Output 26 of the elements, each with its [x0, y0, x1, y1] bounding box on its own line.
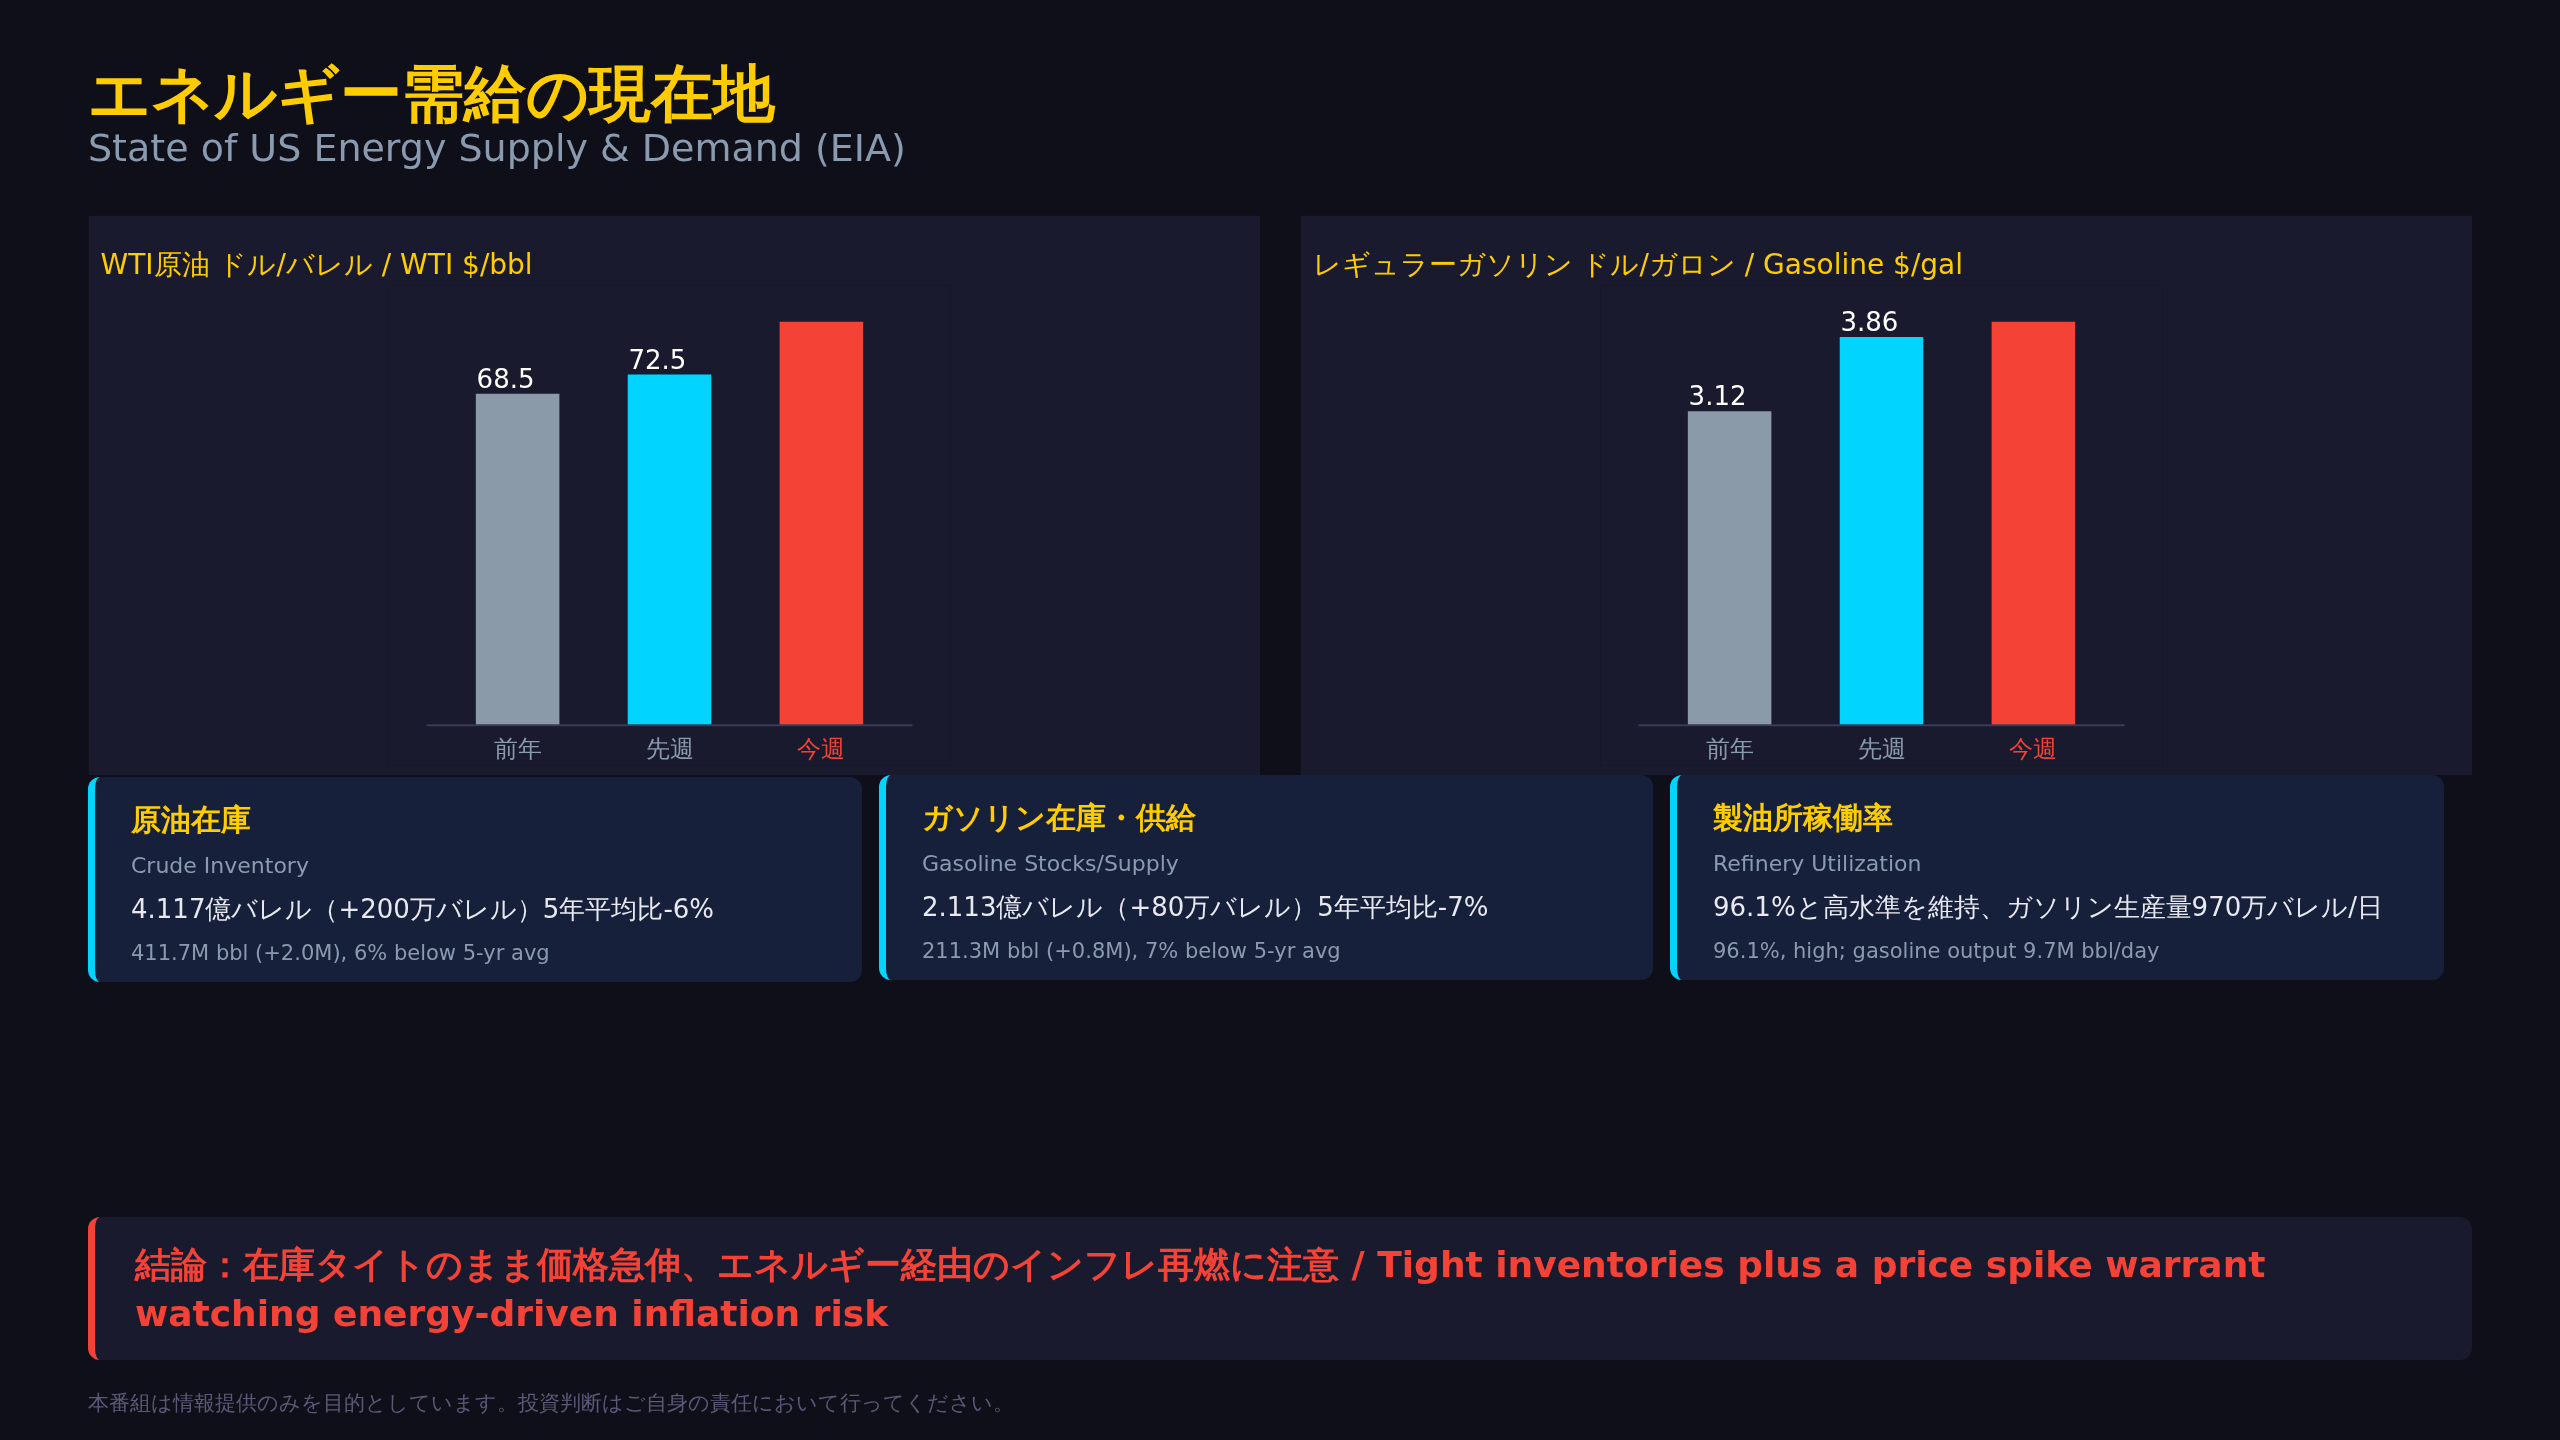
x-tick-label: 今週	[2009, 735, 2058, 764]
data-label: 72.5	[628, 344, 687, 375]
text: Refinery Utilization	[1713, 849, 1923, 878]
text: 2.113億バレル（+80万バレル）5年平均比-7%	[922, 891, 1489, 925]
text: ガソリン在庫・供給	[922, 799, 1197, 837]
x-tick-label: 先週	[1857, 735, 1906, 764]
x-tick-label: 今週	[797, 735, 846, 764]
x-tick-label: 前年	[1705, 735, 1754, 764]
text: 96.1%と高水準を維持、ガソリン生産量970万バレル/日	[1713, 891, 2383, 925]
text: 211.3M bbl (+0.8M), 7% below 5-yr avg	[922, 938, 1342, 966]
text: 製油所稼働率	[1713, 799, 1894, 837]
data-label: 3.12	[1688, 381, 1747, 412]
text: Crude Inventory	[131, 851, 310, 880]
data-label: 3.86	[1840, 306, 1899, 337]
data-label: 68.5	[476, 363, 535, 394]
text: 原油在庫	[131, 801, 252, 839]
text: Gasoline Stocks/Supply	[922, 849, 1180, 878]
text: 本番組は情報提供のみを目的としています。投資判断はご自身の責任において行ってください。	[88, 1390, 1014, 1417]
chart-title: WTI原油 ドル/バレル / WTI $/bbl	[100, 247, 533, 281]
text: 結論：在庫タイトのまま価格急伸、エネルギー経由のインフレ再燃に注意 / Tight inventories plus a price spike warrant watching energy-driven inflation risk	[135, 1243, 2267, 1336]
x-tick-label: 先週	[645, 735, 694, 764]
text: 96.1%, high; gasoline output 9.7M bbl/day	[1713, 938, 2161, 966]
x-tick-label: 前年	[493, 735, 542, 764]
text: 4.117億バレル（+200万バレル）5年平均比-6%	[131, 893, 715, 927]
chart-title: レギュラーガソリン ドル/ガロン / Gasoline $/gal	[1312, 247, 1964, 281]
text: 411.7M bbl (+2.0M), 6% below 5-yr avg	[131, 940, 551, 968]
